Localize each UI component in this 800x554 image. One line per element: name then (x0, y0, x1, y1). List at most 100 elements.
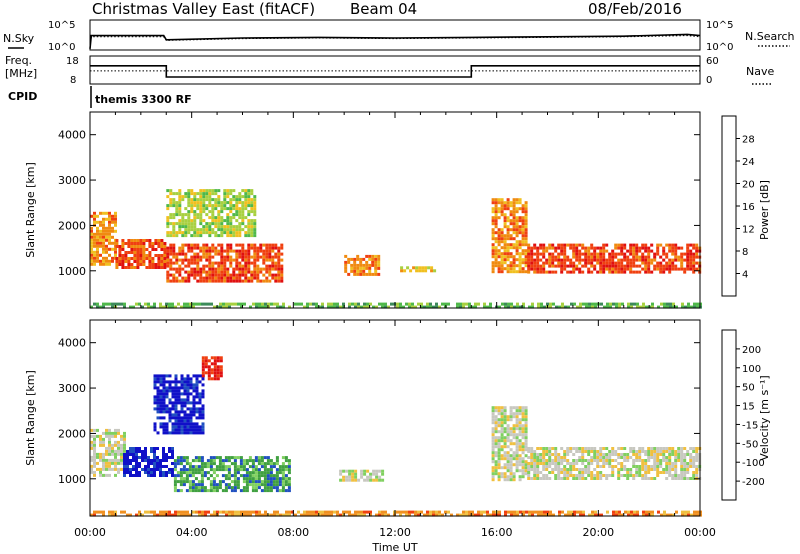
echo-cell (121, 266, 125, 269)
echo-cell (403, 269, 407, 273)
echo-cell (620, 267, 624, 271)
echo-cell (159, 407, 163, 411)
echo-cell (674, 453, 678, 456)
echo-cell (542, 453, 546, 456)
echo-cell (124, 242, 128, 245)
echo-cell (524, 264, 528, 268)
echo-cell (220, 255, 224, 259)
echo-cell (93, 455, 96, 459)
echo-cell (177, 395, 181, 399)
echo-cell (515, 243, 519, 247)
echo-cell (265, 252, 269, 256)
echo-cell (166, 207, 170, 211)
echo-cell (353, 266, 357, 270)
echo-cell (342, 469, 346, 473)
echo-cell (503, 246, 507, 250)
echo-cell (693, 513, 696, 517)
echo-cell (587, 255, 591, 259)
echo-cell (229, 246, 233, 250)
echo-cell (199, 276, 203, 280)
echo-cell (130, 257, 134, 260)
echo-cell (135, 302, 138, 306)
echo-cell (169, 252, 173, 256)
echo-cell (268, 243, 272, 247)
echo-cell (108, 428, 111, 432)
echo-cell (551, 246, 555, 250)
echo-cell (139, 239, 143, 242)
echo-cell (345, 478, 349, 482)
echo-cell (500, 267, 504, 271)
echo-cell (232, 213, 236, 217)
echo-band-1 (123, 447, 174, 477)
echo-cell (503, 466, 507, 470)
echo-cell (641, 474, 645, 477)
echo-cell (695, 456, 699, 459)
echo-cell (223, 276, 227, 280)
colorbar-tick-label: 20 (742, 180, 755, 191)
echo-cell (641, 261, 645, 265)
echo-cell (268, 279, 272, 283)
echo-cell (165, 374, 169, 378)
echo-cell (557, 474, 561, 477)
echo-cell (247, 189, 251, 193)
echo-cell (635, 264, 639, 268)
echo-cell (554, 474, 558, 477)
echo-cell (686, 453, 690, 456)
echo-cell (171, 462, 174, 465)
echo-cell (217, 234, 221, 238)
echo-cell (182, 465, 186, 469)
echo-cell (668, 258, 672, 262)
echo-cell (268, 252, 272, 256)
echo-cell (183, 386, 187, 390)
echo-cell (509, 243, 513, 247)
echo-cell (241, 210, 245, 214)
echo-cell (665, 459, 669, 462)
echo-cell (244, 270, 248, 274)
echo-cell (229, 279, 233, 283)
echo-cell (250, 204, 254, 208)
echo-cell (136, 245, 140, 248)
echo-cell (178, 198, 182, 202)
echo-cell (633, 302, 636, 306)
echo-cell (178, 246, 182, 250)
echo-cell (587, 462, 591, 465)
echo-cell (357, 302, 360, 306)
echo-cell (117, 470, 120, 474)
echo-cell (235, 267, 239, 271)
echo-cell (206, 465, 210, 469)
echo-cell (96, 434, 99, 438)
echo-cell (269, 462, 273, 466)
echo-cell (362, 269, 366, 273)
echo-cell (118, 263, 122, 266)
echo-cell (199, 270, 203, 274)
echo-cell (102, 220, 105, 224)
echo-cell (265, 267, 269, 271)
echo-cell (114, 458, 117, 462)
echo-cell (223, 270, 227, 274)
echo-cell (656, 459, 660, 462)
echo-cell (200, 486, 204, 490)
echo-cell (497, 466, 501, 470)
echo-cell (202, 267, 206, 271)
echo-cell (420, 305, 423, 309)
echo-cell (262, 273, 266, 277)
echo-cell (181, 222, 185, 226)
echo-cell (280, 243, 284, 247)
echo-cell (491, 442, 495, 446)
echo-cell (503, 421, 507, 425)
echo-cell (336, 510, 339, 514)
echo-cell (193, 201, 197, 205)
echo-cell (268, 249, 272, 253)
echo-cell (497, 201, 501, 205)
x-tick-label: 04:00 (176, 526, 208, 539)
echo-cell (626, 258, 630, 262)
echo-cell (187, 261, 191, 265)
echo-cell (280, 258, 284, 262)
echo-cell (201, 413, 205, 417)
echo-cell (201, 368, 205, 372)
echo-cell (494, 442, 498, 446)
echo-cell (515, 406, 519, 410)
echo-cell (90, 467, 93, 471)
echo-cell (220, 225, 224, 229)
colorbar-tick-label: 200 (742, 345, 761, 356)
